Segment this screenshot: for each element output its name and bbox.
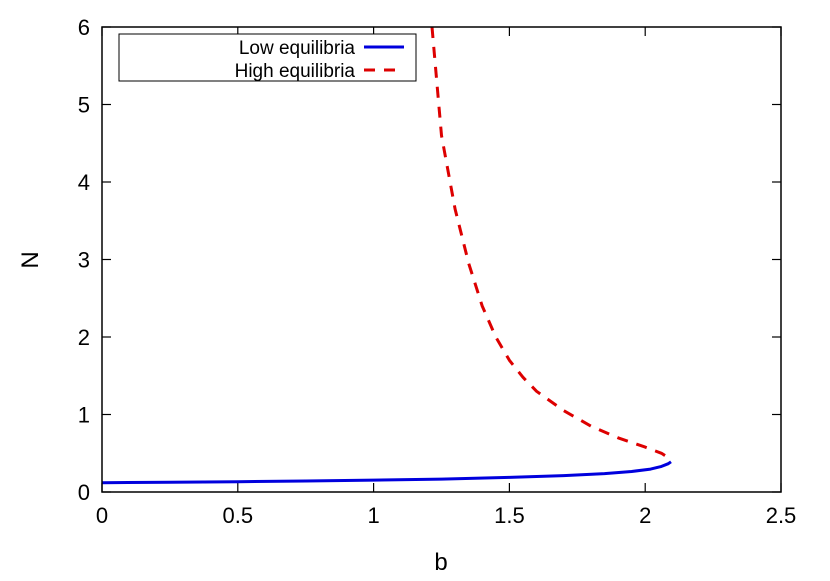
y-tick-label: 4 bbox=[78, 170, 90, 195]
legend-box bbox=[118, 33, 417, 82]
y-tick-label: 1 bbox=[78, 403, 90, 428]
x-tick-label: 0.5 bbox=[223, 503, 254, 528]
plot-frame bbox=[101, 26, 782, 493]
x-tick-label: 0 bbox=[96, 503, 108, 528]
y-tick-label: 3 bbox=[78, 248, 90, 273]
x-tick-label: 1 bbox=[367, 503, 379, 528]
legend-entry-label: Low equilibria bbox=[239, 38, 356, 59]
y-tick-label: 0 bbox=[78, 480, 90, 505]
x-tick-label: 1.5 bbox=[494, 503, 525, 528]
legend: Low equilibria High equilibria bbox=[118, 33, 417, 82]
series-line-low-equilibria bbox=[101, 460, 672, 485]
y-tick-label: 5 bbox=[78, 93, 90, 118]
x-axis-label: b bbox=[434, 549, 447, 576]
y-tick-label: 6 bbox=[78, 15, 90, 40]
x-tick-label: 2 bbox=[639, 503, 651, 528]
legend-entry-label: High equilibria bbox=[235, 61, 356, 82]
y-axis-label: N bbox=[17, 251, 44, 268]
series-line-high-equilibria bbox=[430, 26, 672, 461]
x-tick-label: 2.5 bbox=[766, 503, 797, 528]
y-tick-label: 2 bbox=[78, 325, 90, 350]
